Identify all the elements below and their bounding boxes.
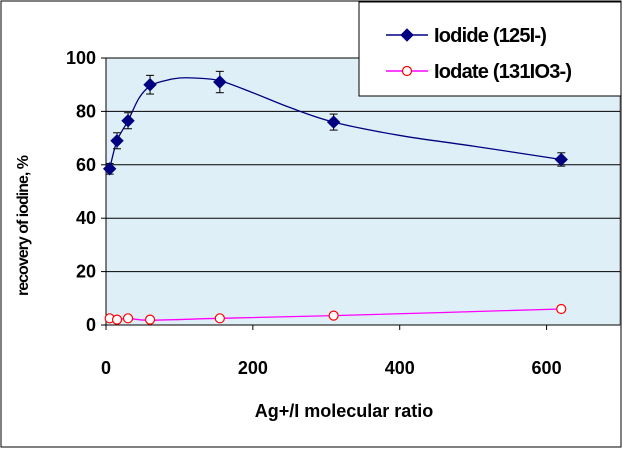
x-tick-label: 400 (385, 358, 415, 378)
x-tick-label: 200 (238, 358, 268, 378)
y-tick-label: 20 (76, 262, 96, 282)
point-iodide (554, 152, 568, 167)
point-iodide (143, 77, 157, 92)
series-iodate (104, 303, 567, 325)
x-tick-label: 0 (101, 358, 111, 378)
y-tick-label: 100 (66, 48, 96, 68)
legend: Iodide (125I-) Iodate (131IO3-) (358, 1, 622, 97)
y-axis-ticks: 0 20 40 60 80 100 (66, 48, 106, 335)
legend-label-iodide: Iodide (125I-) (434, 25, 546, 47)
series-line-iodide (109, 77, 562, 169)
point-iodate (328, 310, 339, 321)
y-tick-label: 60 (76, 155, 96, 175)
point-iodate (122, 313, 134, 324)
point-iodate (144, 314, 156, 325)
legend-marker-iodate (401, 65, 413, 77)
point-iodate (214, 313, 225, 324)
series-layer (102, 70, 568, 325)
point-iodide (326, 115, 341, 129)
plot-area (105, 57, 621, 326)
y-tick-label: 80 (76, 101, 96, 121)
legend-box (358, 1, 622, 97)
point-iodide (121, 114, 135, 128)
point-iodate (556, 303, 567, 315)
point-iodide (102, 162, 117, 176)
series-iodide (102, 70, 568, 176)
y-tick-label: 40 (76, 208, 96, 228)
legend-label-iodate: Iodate (131IO3-) (434, 61, 571, 83)
y-axis-label: recovery of iodine, % (15, 155, 32, 296)
point-iodide (110, 134, 124, 148)
x-axis-ticks: 0 200 400 600 (101, 325, 562, 378)
x-axis-label: Ag+/I molecular ratio (255, 401, 434, 421)
legend-marker-iodide (400, 28, 414, 42)
point-iodide (213, 75, 227, 89)
y-tick-label: 0 (86, 315, 96, 335)
x-tick-label: 600 (532, 358, 562, 378)
point-iodate (111, 314, 123, 325)
